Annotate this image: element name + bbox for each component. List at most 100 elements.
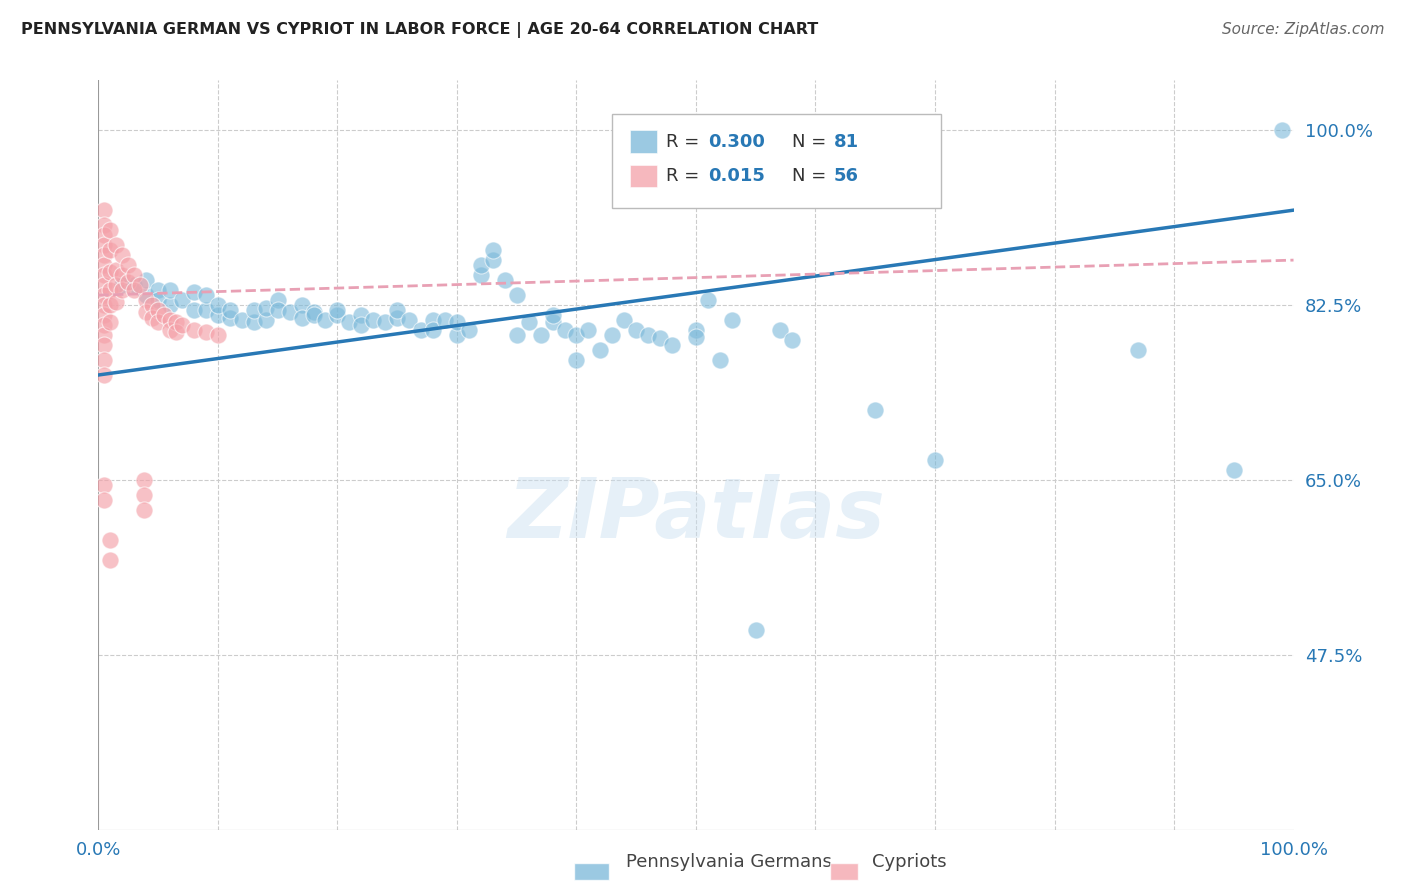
Point [132,488,155,502]
Point [254,313,277,327]
FancyBboxPatch shape [613,114,941,208]
Point [481,253,505,268]
Point [98,223,122,237]
Point [1128,343,1150,357]
Point [1271,123,1294,137]
Point [506,288,529,302]
Point [411,323,433,337]
Point [98,533,122,547]
Point [93,288,115,302]
Text: R =: R = [666,167,704,186]
Point [231,313,253,327]
Point [93,298,115,312]
Point [291,298,314,312]
Point [302,308,325,322]
Point [243,315,266,329]
Point [183,285,205,299]
Text: Pennsylvania Germans: Pennsylvania Germans [626,854,831,871]
Point [111,278,134,293]
Point [98,265,122,279]
Point [458,323,481,337]
Point [398,313,420,327]
Point [148,303,170,318]
Point [165,315,187,329]
Point [385,311,409,326]
Text: PENNSYLVANIA GERMAN VS CYPRIOT IN LABOR FORCE | AGE 20-64 CORRELATION CHART: PENNSYLVANIA GERMAN VS CYPRIOT IN LABOR … [21,22,818,38]
Point [117,258,139,272]
Point [339,315,361,329]
Point [470,258,492,272]
Point [685,330,707,344]
Text: N =: N = [792,167,831,186]
Point [1223,463,1246,477]
Point [165,325,187,339]
Point [141,298,163,312]
Point [172,318,194,332]
Point [105,263,128,277]
Point [470,268,492,282]
Point [124,268,146,282]
Point [637,328,659,343]
Point [159,323,181,337]
Point [243,303,266,318]
Point [481,243,505,257]
Point [111,268,134,282]
Point [159,298,181,312]
Point [446,315,468,329]
Point [111,248,134,262]
Point [93,368,115,382]
Point [129,278,152,293]
Point [613,313,636,327]
Point [111,283,134,297]
Point [709,353,731,368]
Point [117,275,139,289]
Text: ZIPatlas: ZIPatlas [508,475,884,556]
Point [172,293,194,307]
Point [105,238,128,252]
Point [506,328,529,343]
Point [124,278,146,293]
Point [195,288,218,302]
Point [93,228,115,243]
Point [183,303,205,318]
Point [219,311,242,326]
Point [132,473,155,487]
Point [93,353,115,368]
Point [135,288,157,302]
Point [124,283,146,297]
Text: 0.300: 0.300 [709,133,765,151]
Point [565,328,588,343]
Text: 0.015: 0.015 [709,167,765,186]
Text: Source: ZipAtlas.com: Source: ZipAtlas.com [1222,22,1385,37]
Point [302,305,325,319]
Point [148,293,170,307]
Point [159,283,181,297]
Point [554,323,576,337]
Text: Cypriots: Cypriots [872,854,946,871]
Point [541,315,564,329]
Text: 81: 81 [834,133,859,151]
Point [350,308,373,322]
Text: N =: N = [792,133,831,151]
Point [517,315,540,329]
Point [141,311,163,326]
Point [745,623,768,637]
Point [697,293,720,307]
Point [93,318,115,332]
Point [422,313,444,327]
Point [148,283,170,297]
Point [207,328,229,343]
Point [183,323,205,337]
Point [98,243,122,257]
Point [865,403,887,417]
Point [721,313,744,327]
Point [98,553,122,567]
Point [93,308,115,322]
Point [565,353,588,368]
Point [93,478,115,492]
Point [98,315,122,329]
Point [93,203,115,218]
Point [315,313,337,327]
Point [626,323,648,337]
Point [326,308,349,322]
